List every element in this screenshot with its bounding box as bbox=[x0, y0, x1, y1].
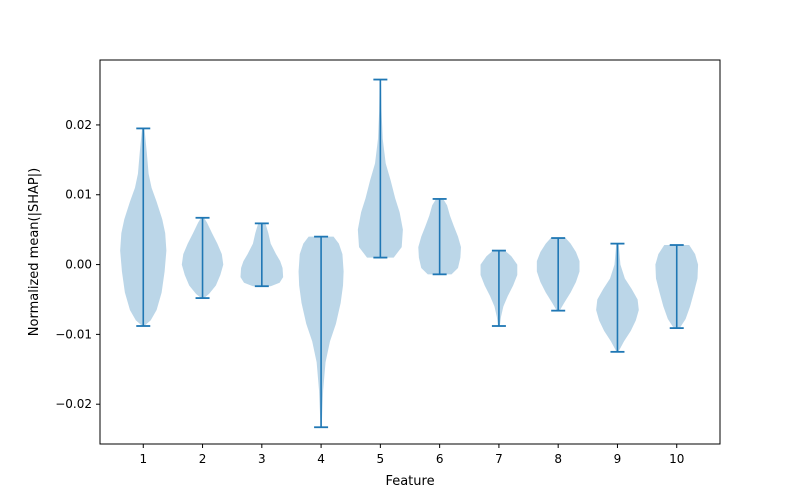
violin-4 bbox=[298, 235, 344, 429]
x-tick-label-2: 2 bbox=[199, 452, 207, 466]
x-tick-label-5: 5 bbox=[377, 452, 385, 466]
y-tick-label-3: 0.01 bbox=[65, 188, 92, 202]
x-tick-label-10: 10 bbox=[669, 452, 684, 466]
x-tick-label-3: 3 bbox=[258, 452, 266, 466]
violin-1 bbox=[120, 127, 167, 327]
x-tick-label-4: 4 bbox=[317, 452, 325, 466]
x-tick-label-1: 1 bbox=[139, 452, 147, 466]
violin-5 bbox=[357, 78, 403, 259]
violin-3 bbox=[240, 222, 284, 288]
x-axis: 1 2 3 4 5 6 7 8 9 10 bbox=[139, 444, 684, 466]
y-tick-label-2: 0.00 bbox=[65, 258, 92, 272]
x-tick-label-8: 8 bbox=[554, 452, 562, 466]
y-axis-label: Normalized mean(|SHAP|) bbox=[27, 168, 42, 336]
x-tick-label-6: 6 bbox=[436, 452, 444, 466]
violin-6 bbox=[418, 198, 461, 276]
y-axis: −0.02 −0.01 0.00 0.01 0.02 bbox=[55, 118, 100, 411]
x-axis-label: Feature bbox=[385, 474, 434, 489]
x-tick-label-7: 7 bbox=[495, 452, 503, 466]
violin-8 bbox=[536, 237, 580, 312]
y-tick-label-0: −0.02 bbox=[55, 397, 92, 411]
violin-9 bbox=[596, 242, 639, 353]
violin-7 bbox=[480, 249, 518, 327]
plot-frame bbox=[99, 59, 721, 445]
violin-2 bbox=[181, 216, 224, 299]
violin-10 bbox=[655, 244, 699, 330]
y-tick-label-1: −0.01 bbox=[55, 327, 92, 341]
violins-layer bbox=[120, 78, 699, 429]
x-tick-label-9: 9 bbox=[614, 452, 622, 466]
y-tick-label-4: 0.02 bbox=[65, 118, 92, 132]
